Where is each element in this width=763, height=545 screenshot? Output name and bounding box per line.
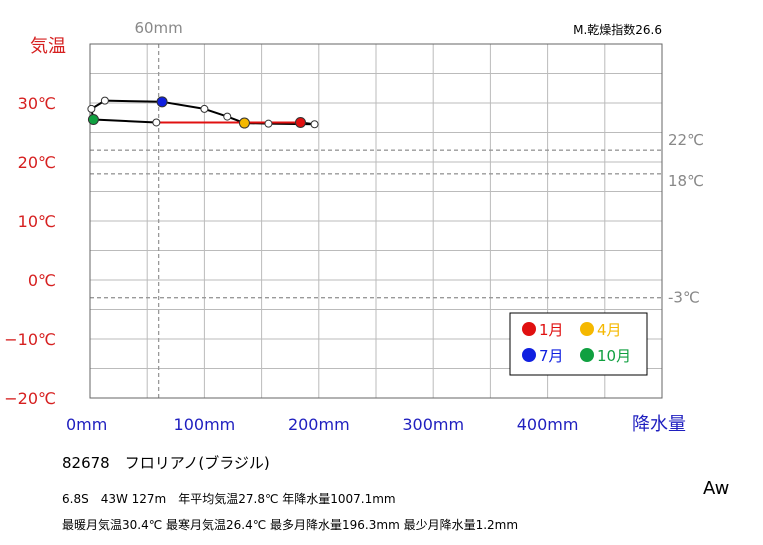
- y-tick-label: −20℃: [4, 389, 56, 408]
- legend-label-10月: 10月: [597, 347, 631, 365]
- station-info-line1: 6.8S 43W 127m 年平均気温27.8℃ 年降水量1007.1mm: [62, 492, 396, 506]
- plot-frame: [89, 43, 663, 399]
- y-tick-label: 30℃: [18, 94, 56, 113]
- month-point-2: [310, 120, 319, 129]
- month-point-9: [87, 104, 96, 113]
- x-tick-label: 200mm: [288, 415, 350, 434]
- x-tick-labels: 0mm 100mm 200mm 300mm 400mm: [66, 415, 578, 434]
- x-tick-label: 0mm: [66, 415, 107, 434]
- climate-chart: 22℃ 18℃ -3℃ 60mm −20℃ −10℃ 0℃ 10℃ 20℃ 30℃ 0mm 100…: [4, 19, 704, 435]
- month-point-4: [238, 117, 250, 129]
- station-name: 82678 フロリアノ(ブラジル): [62, 454, 270, 472]
- dryness-index-label: M.乾燥指数26.6: [573, 22, 662, 37]
- month-point-6: [200, 104, 209, 113]
- reference-label-60mm: 60mm: [134, 19, 182, 37]
- legend-swatch-7月: [522, 348, 536, 362]
- month-point-5: [223, 112, 232, 121]
- y-tick-label: 20℃: [18, 153, 56, 172]
- x-axis-label: 降水量: [632, 414, 686, 435]
- month-point-11: [152, 118, 161, 127]
- y-tick-label: 10℃: [18, 212, 56, 231]
- legend: 1月 4月 7月 10月: [509, 312, 648, 376]
- y-tick-label: −10℃: [4, 330, 56, 349]
- y-axis-label: 気温: [30, 36, 66, 57]
- legend-label-7月: 7月: [539, 347, 564, 365]
- legend-swatch-1月: [522, 322, 536, 336]
- reference-label-22: 22℃: [668, 131, 704, 149]
- legend-label-4月: 4月: [597, 321, 622, 339]
- y-tick-labels: −20℃ −10℃ 0℃ 10℃ 20℃ 30℃: [4, 94, 56, 408]
- x-tick-label: 400mm: [517, 415, 579, 434]
- legend-swatch-4月: [580, 322, 594, 336]
- grid: [90, 44, 662, 398]
- month-point-7: [156, 96, 168, 108]
- legend-label-1月: 1月: [539, 321, 564, 339]
- reference-label--3: -3℃: [668, 289, 700, 307]
- month-point-1: [294, 116, 306, 128]
- x-tick-label: 100mm: [174, 415, 236, 434]
- month-point-3: [264, 119, 273, 128]
- reference-label-18: 18℃: [668, 172, 704, 190]
- x-tick-label: 300mm: [402, 415, 464, 434]
- month-point-10: [87, 114, 99, 126]
- station-info-line2: 最暖月気温30.4℃ 最寒月気温26.4℃ 最多月降水量196.3mm 最少月降…: [62, 518, 519, 532]
- month-point-8: [100, 96, 109, 105]
- legend-swatch-10月: [580, 348, 594, 362]
- y-tick-label: 0℃: [28, 271, 56, 290]
- climograph-series: [87, 96, 319, 129]
- climate-classification: Aw: [703, 478, 730, 499]
